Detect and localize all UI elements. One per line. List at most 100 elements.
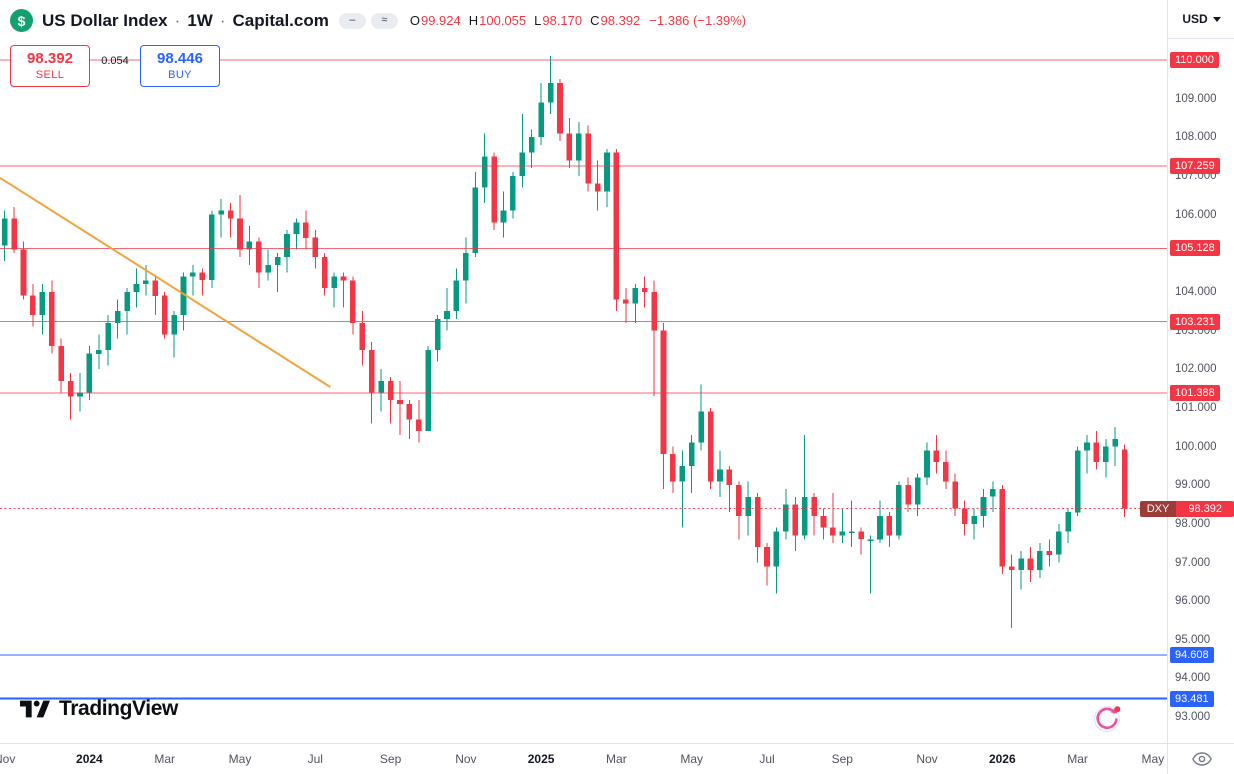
currency-dropdown[interactable]: USD bbox=[1168, 0, 1234, 39]
candle-body bbox=[886, 516, 893, 536]
sell-button[interactable]: 98.392 SELL bbox=[10, 45, 90, 87]
candle-body bbox=[707, 411, 714, 482]
candle-body bbox=[434, 318, 441, 350]
candle-body bbox=[453, 280, 460, 312]
candle-body bbox=[256, 241, 262, 273]
candle-body bbox=[161, 295, 168, 335]
candle-body bbox=[830, 527, 836, 536]
candle-body bbox=[406, 404, 413, 420]
price-level-tag[interactable]: 101.388 bbox=[1170, 384, 1220, 401]
candle-body bbox=[340, 276, 347, 281]
candle-body bbox=[933, 450, 940, 462]
candle-body bbox=[557, 83, 563, 134]
tradingview-wordmark: TradingView bbox=[59, 697, 178, 720]
candle-body bbox=[528, 137, 535, 153]
time-tick-label: Nov bbox=[0, 752, 16, 766]
price-level-tag[interactable]: 107.259 bbox=[1170, 157, 1220, 174]
candle-body bbox=[839, 531, 846, 536]
candle-body bbox=[576, 133, 582, 161]
candle-body bbox=[491, 156, 497, 223]
chart-canvas[interactable]: $ US Dollar Index · 1W · Capital.com – ≈… bbox=[0, 0, 1167, 743]
candle-body bbox=[943, 462, 949, 482]
candle-body bbox=[1065, 512, 1071, 532]
time-tick-label: Jul bbox=[759, 752, 775, 766]
candle-body bbox=[754, 496, 761, 548]
candle-body bbox=[105, 322, 111, 350]
candle-body bbox=[632, 288, 639, 304]
candle-body bbox=[745, 496, 751, 517]
symbol-tag: DXY bbox=[1139, 500, 1177, 517]
buy-button[interactable]: 98.446 BUY bbox=[140, 45, 220, 87]
time-tick-label: Sep bbox=[831, 752, 853, 766]
currency-label: USD bbox=[1182, 12, 1208, 26]
candle-body bbox=[877, 516, 883, 540]
candle-body bbox=[1027, 558, 1034, 571]
eye-icon[interactable] bbox=[1191, 752, 1212, 766]
candle-body bbox=[20, 249, 27, 296]
last-price-tag: 98.392 bbox=[1176, 500, 1234, 517]
candle-body bbox=[152, 280, 159, 296]
time-tick-label: Mar bbox=[1067, 752, 1088, 766]
symbol-title[interactable]: US Dollar Index · 1W · Capital.com bbox=[42, 11, 329, 31]
price-level-tag[interactable]: 94.608 bbox=[1170, 646, 1214, 663]
candlestick-plot[interactable] bbox=[0, 0, 1167, 743]
candle-body bbox=[905, 485, 911, 505]
candle-body bbox=[924, 450, 930, 478]
time-tick-label: Mar bbox=[606, 752, 627, 766]
time-tick-label: Sep bbox=[379, 752, 402, 766]
candle-body bbox=[30, 295, 36, 315]
time-tick-label: Mar bbox=[154, 752, 176, 766]
candle-body bbox=[896, 485, 902, 536]
symbol-header: $ US Dollar Index · 1W · Capital.com – ≈… bbox=[10, 9, 746, 32]
tradingview-logo[interactable]: TradingView bbox=[20, 697, 178, 721]
candle-body bbox=[736, 485, 742, 517]
price-level-tag[interactable]: 93.481 bbox=[1170, 690, 1214, 707]
candle-body bbox=[717, 469, 723, 482]
trade-widget: 98.392 SELL 0.054 98.446 BUY bbox=[10, 45, 220, 87]
time-axis[interactable]: Nov 2024 Mar May Jul Sep Nov 2025 Mar May Jul Sep No… bbox=[0, 743, 1167, 774]
candle-body bbox=[858, 531, 864, 540]
price-tick-label: 100.000 bbox=[1175, 440, 1217, 453]
price-tick-label: 102.000 bbox=[1175, 363, 1217, 376]
candle-body bbox=[1074, 450, 1081, 513]
candle-body bbox=[510, 175, 516, 211]
candle-body bbox=[585, 133, 591, 184]
candle-body bbox=[378, 380, 384, 393]
price-level-tag[interactable]: 110.000 bbox=[1170, 51, 1219, 68]
candle-body bbox=[679, 465, 686, 482]
candle-body bbox=[952, 481, 958, 509]
ohlc-open: O99.924 bbox=[409, 13, 461, 28]
candle-body bbox=[133, 284, 140, 292]
current-price-tag[interactable]: DXY 98.392 bbox=[1139, 500, 1234, 517]
price-level-tag[interactable]: 105.128 bbox=[1170, 240, 1220, 257]
candle-body bbox=[1056, 531, 1062, 555]
sell-price: 98.392 bbox=[27, 50, 73, 67]
refresh-cycle-icon[interactable] bbox=[1092, 703, 1122, 738]
candle-body bbox=[96, 349, 102, 354]
spread-value: 0.054 bbox=[101, 55, 129, 67]
tradingview-mark-icon bbox=[20, 700, 50, 718]
candle-body bbox=[792, 504, 799, 536]
candle-body bbox=[284, 233, 290, 258]
candle-body bbox=[519, 152, 526, 176]
time-tick-label: Nov bbox=[455, 752, 477, 766]
candle-body bbox=[114, 311, 121, 323]
price-level-tag[interactable]: 103.231 bbox=[1170, 313, 1220, 330]
price-axis[interactable]: USD 93.000 94.000 95.000 96.000 97.000 98.000… bbox=[1139, 0, 1234, 743]
symbol-logo-icon: $ bbox=[10, 9, 33, 32]
trendline[interactable] bbox=[0, 176, 331, 388]
status-dash-icon[interactable]: – bbox=[338, 12, 366, 29]
candle-body bbox=[171, 315, 177, 335]
candle-body bbox=[350, 280, 356, 323]
candle-body bbox=[1018, 558, 1024, 571]
separator: · bbox=[219, 10, 226, 30]
time-tick-label: May bbox=[680, 752, 704, 766]
candle-body bbox=[321, 257, 328, 288]
candle-body bbox=[237, 218, 243, 250]
buy-price: 98.446 bbox=[157, 50, 203, 67]
candle-body bbox=[246, 241, 253, 250]
candle-body bbox=[1037, 550, 1043, 571]
exchange-label: Capital.com bbox=[232, 10, 329, 30]
status-wave-icon[interactable]: ≈ bbox=[370, 12, 398, 29]
ohlc-close: C98.392 bbox=[590, 13, 641, 28]
